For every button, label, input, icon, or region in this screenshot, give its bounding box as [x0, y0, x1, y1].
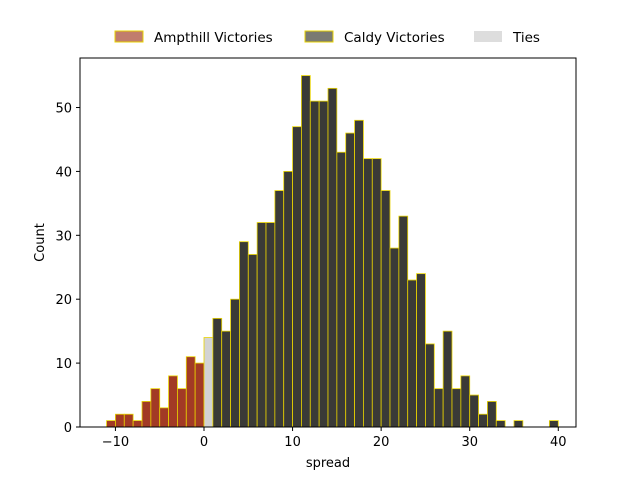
- histogram-bar: [185, 356, 196, 428]
- histogram-bar: [115, 413, 125, 428]
- y-tick-label: 50: [55, 102, 72, 117]
- histogram-bar: [318, 100, 329, 428]
- histogram-bar: [301, 75, 311, 428]
- histogram-bar: [513, 420, 524, 428]
- histogram-bar: [363, 158, 373, 428]
- histogram-bar: [451, 388, 462, 428]
- histogram-bar: [123, 413, 134, 428]
- histogram-bar: [336, 151, 347, 428]
- x-tick-label: 0: [200, 435, 208, 450]
- x-tick-label: −10: [102, 435, 129, 450]
- plot-frame: [79, 57, 577, 428]
- legend-swatch: [474, 31, 502, 42]
- histogram-bar: [141, 401, 152, 428]
- histogram-bar: [327, 87, 338, 428]
- histogram-bar: [389, 247, 400, 428]
- histogram-bar: [247, 254, 258, 428]
- histogram-bar: [212, 317, 223, 428]
- y-axis-label: Count: [33, 223, 48, 262]
- histogram-bar: [433, 388, 444, 428]
- y-tick-label: 0: [64, 421, 72, 436]
- histogram-bar: [150, 388, 161, 428]
- histogram-bar: [380, 190, 391, 428]
- bars: [106, 75, 559, 428]
- x-tick-label: 40: [550, 435, 567, 450]
- histogram-bar: [274, 190, 285, 428]
- x-axis-label: spread: [306, 456, 350, 471]
- histogram-bar: [549, 420, 559, 428]
- histogram-bar: [460, 375, 471, 428]
- y-tick-label: 20: [55, 293, 72, 308]
- histogram-bar: [159, 407, 169, 428]
- legend: Ampthill Victories Caldy Victories Ties: [114, 30, 540, 46]
- y-tick-label: 40: [55, 165, 72, 180]
- histogram-bar: [177, 388, 187, 428]
- legend-label: Ampthill Victories: [154, 30, 273, 46]
- y-tick-label: 30: [55, 229, 72, 244]
- histogram-bar: [106, 420, 116, 428]
- histogram-bar: [194, 362, 205, 428]
- x-tick-label: 30: [461, 435, 478, 450]
- histogram-bar: [256, 222, 267, 428]
- histogram-bar: [371, 158, 382, 428]
- histogram-bar: [469, 394, 479, 428]
- histogram-bar: [345, 132, 355, 428]
- histogram-bar: [221, 330, 231, 428]
- histogram-bar: [265, 222, 276, 428]
- x-axis: −10 0 10 20 30 40: [102, 427, 567, 450]
- histogram-bar: [495, 420, 506, 428]
- histogram-bar: [442, 330, 453, 428]
- histogram-bar: [354, 119, 364, 428]
- x-tick-label: 10: [284, 435, 301, 450]
- histogram-bar: [416, 273, 426, 428]
- histogram-bar: [239, 241, 249, 428]
- x-tick-label: 20: [373, 435, 390, 450]
- histogram-bar: [168, 375, 178, 428]
- histogram-bar: [309, 100, 320, 428]
- histogram-bar: [398, 215, 409, 428]
- histogram-bar: [132, 420, 143, 428]
- histogram-bar: [407, 279, 417, 428]
- legend-swatch: [114, 30, 144, 43]
- histogram-bar: [487, 401, 497, 428]
- legend-swatch: [304, 30, 334, 43]
- histogram-bar: [478, 413, 488, 428]
- y-tick-label: 10: [55, 357, 72, 372]
- histogram-bar: [203, 337, 214, 428]
- legend-label: Ties: [512, 30, 540, 46]
- histogram-bar: [283, 171, 293, 428]
- legend-label: Caldy Victories: [344, 30, 445, 46]
- histogram-bar: [292, 126, 302, 428]
- histogram-bar: [425, 343, 435, 428]
- histogram-bar: [230, 298, 240, 428]
- y-axis: 0 10 20 30 40 50: [55, 102, 80, 436]
